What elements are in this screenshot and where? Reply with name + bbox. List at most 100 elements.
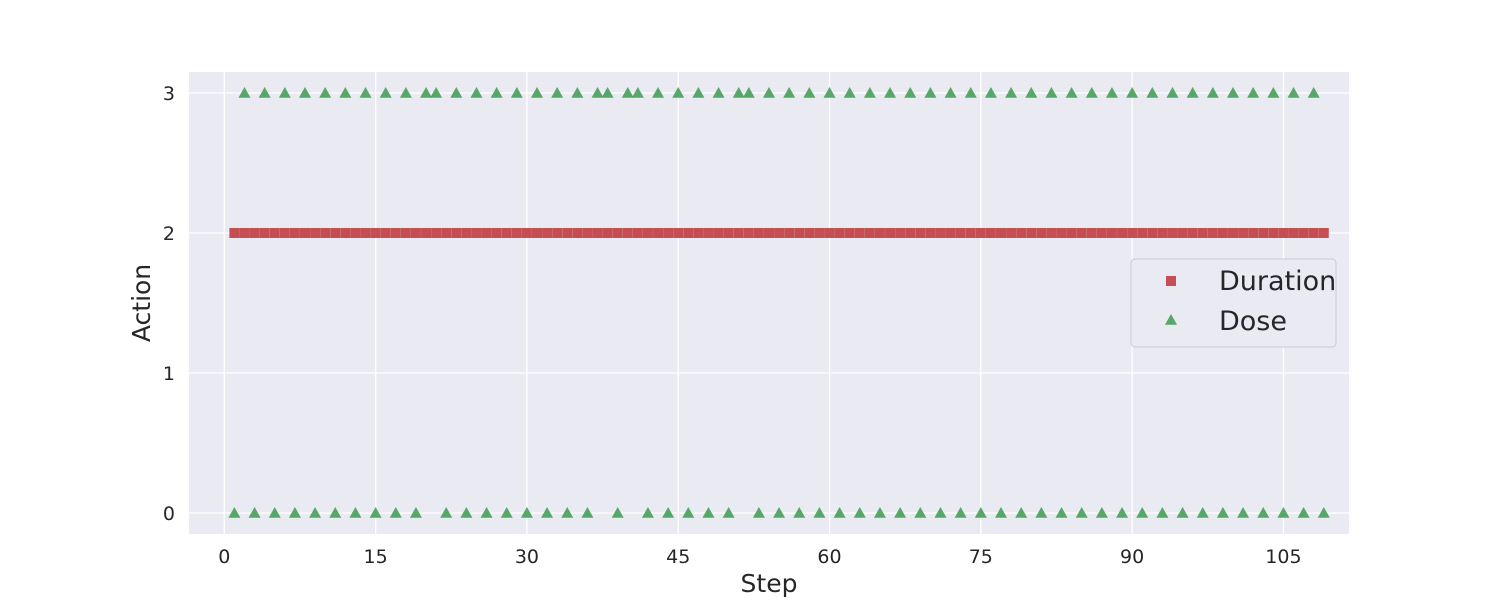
duration-point: [370, 228, 381, 238]
dose-point: [702, 507, 715, 518]
duration-point: [1106, 228, 1117, 238]
duration-point: [985, 228, 996, 238]
dose-point: [793, 507, 806, 518]
legend-marker-dose: [1165, 314, 1177, 325]
dose-point: [904, 87, 917, 98]
duration-point: [955, 228, 966, 238]
dose-point: [873, 507, 886, 518]
dose-point: [1247, 87, 1260, 98]
dose-point: [1015, 507, 1028, 518]
dose-point: [803, 87, 816, 98]
legend: Duration Dose: [1130, 258, 1337, 348]
duration-point: [400, 228, 411, 238]
duration-point: [1046, 228, 1057, 238]
duration-point: [824, 228, 835, 238]
duration-point: [521, 228, 532, 238]
dose-point: [954, 507, 967, 518]
duration-point: [794, 228, 805, 238]
legend-label-duration: Duration: [1219, 266, 1336, 297]
duration-point: [1228, 228, 1238, 238]
dose-point: [884, 87, 897, 98]
duration-point: [532, 228, 542, 238]
duration-point: [1278, 228, 1289, 238]
dose-point: [773, 507, 786, 518]
dose-point: [1196, 507, 1209, 518]
dose-point: [561, 507, 574, 518]
duration-point: [1248, 228, 1259, 238]
duration-point: [229, 228, 240, 238]
dose-point: [460, 507, 473, 518]
duration-point: [572, 228, 583, 238]
dose-point: [722, 507, 735, 518]
dose-point: [339, 87, 352, 98]
dose-point: [1116, 507, 1129, 518]
dose-point: [682, 507, 695, 518]
dose-point: [1146, 87, 1159, 98]
dose-point: [712, 87, 725, 98]
dose-point: [984, 87, 997, 98]
duration-point: [451, 228, 462, 238]
dose-point: [420, 87, 433, 98]
x-axis-label: Step: [741, 569, 798, 598]
x-tick-label: 105: [1265, 546, 1301, 568]
dose-point: [409, 507, 422, 518]
dose-point: [621, 87, 634, 98]
dose-point: [894, 507, 907, 518]
duration-point: [330, 228, 341, 238]
duration-point: [1137, 228, 1148, 238]
duration-point: [1076, 228, 1087, 238]
legend-marker-duration: [1166, 276, 1176, 286]
dose-point: [843, 87, 856, 98]
dose-point: [1287, 87, 1300, 98]
dose-point: [1166, 87, 1179, 98]
dose-point: [601, 87, 614, 98]
dose-point: [1307, 87, 1320, 98]
duration-point: [723, 228, 734, 238]
dose-point: [1156, 507, 1169, 518]
duration-point: [340, 228, 351, 238]
duration-point: [935, 228, 946, 238]
dose-point: [1297, 507, 1310, 518]
dose-point: [863, 87, 876, 98]
x-tick-label: 60: [817, 546, 841, 568]
duration-point: [562, 228, 573, 238]
duration-point: [1197, 228, 1208, 238]
dose-point: [914, 507, 927, 518]
duration-point: [421, 228, 432, 238]
duration-point: [431, 228, 442, 238]
data-marks: [228, 87, 1330, 518]
dose-point: [631, 87, 644, 98]
duration-point: [1026, 228, 1037, 238]
dose-point: [1186, 87, 1199, 98]
duration-point: [390, 228, 401, 238]
y-tick-labels: 0 1 2 3: [163, 83, 175, 525]
dose-point: [944, 87, 957, 98]
dose-point: [752, 507, 765, 518]
dose-point: [924, 87, 937, 98]
dose-point: [288, 507, 301, 518]
duration-point: [1167, 228, 1178, 238]
duration-point: [693, 228, 704, 238]
duration-point: [612, 228, 623, 238]
dose-point: [520, 507, 533, 518]
x-tick-label: 30: [515, 546, 539, 568]
dose-point: [349, 507, 362, 518]
dose-point: [813, 507, 826, 518]
duration-point: [1127, 228, 1138, 238]
dose-point: [853, 507, 866, 518]
dose-point: [641, 507, 654, 518]
dose-point: [1005, 87, 1018, 98]
duration-point: [1288, 228, 1299, 238]
duration-point: [895, 228, 906, 238]
duration-point: [632, 228, 643, 238]
duration-point: [360, 228, 371, 238]
duration-point: [1117, 228, 1128, 238]
y-tick-label: 2: [163, 223, 175, 245]
x-tick-label: 45: [666, 546, 690, 568]
dose-point: [299, 87, 311, 98]
dose-point: [399, 87, 412, 98]
legend-box: [1130, 258, 1337, 348]
duration-point: [1298, 228, 1309, 238]
duration-point: [1308, 228, 1319, 238]
duration-point: [1157, 228, 1168, 238]
